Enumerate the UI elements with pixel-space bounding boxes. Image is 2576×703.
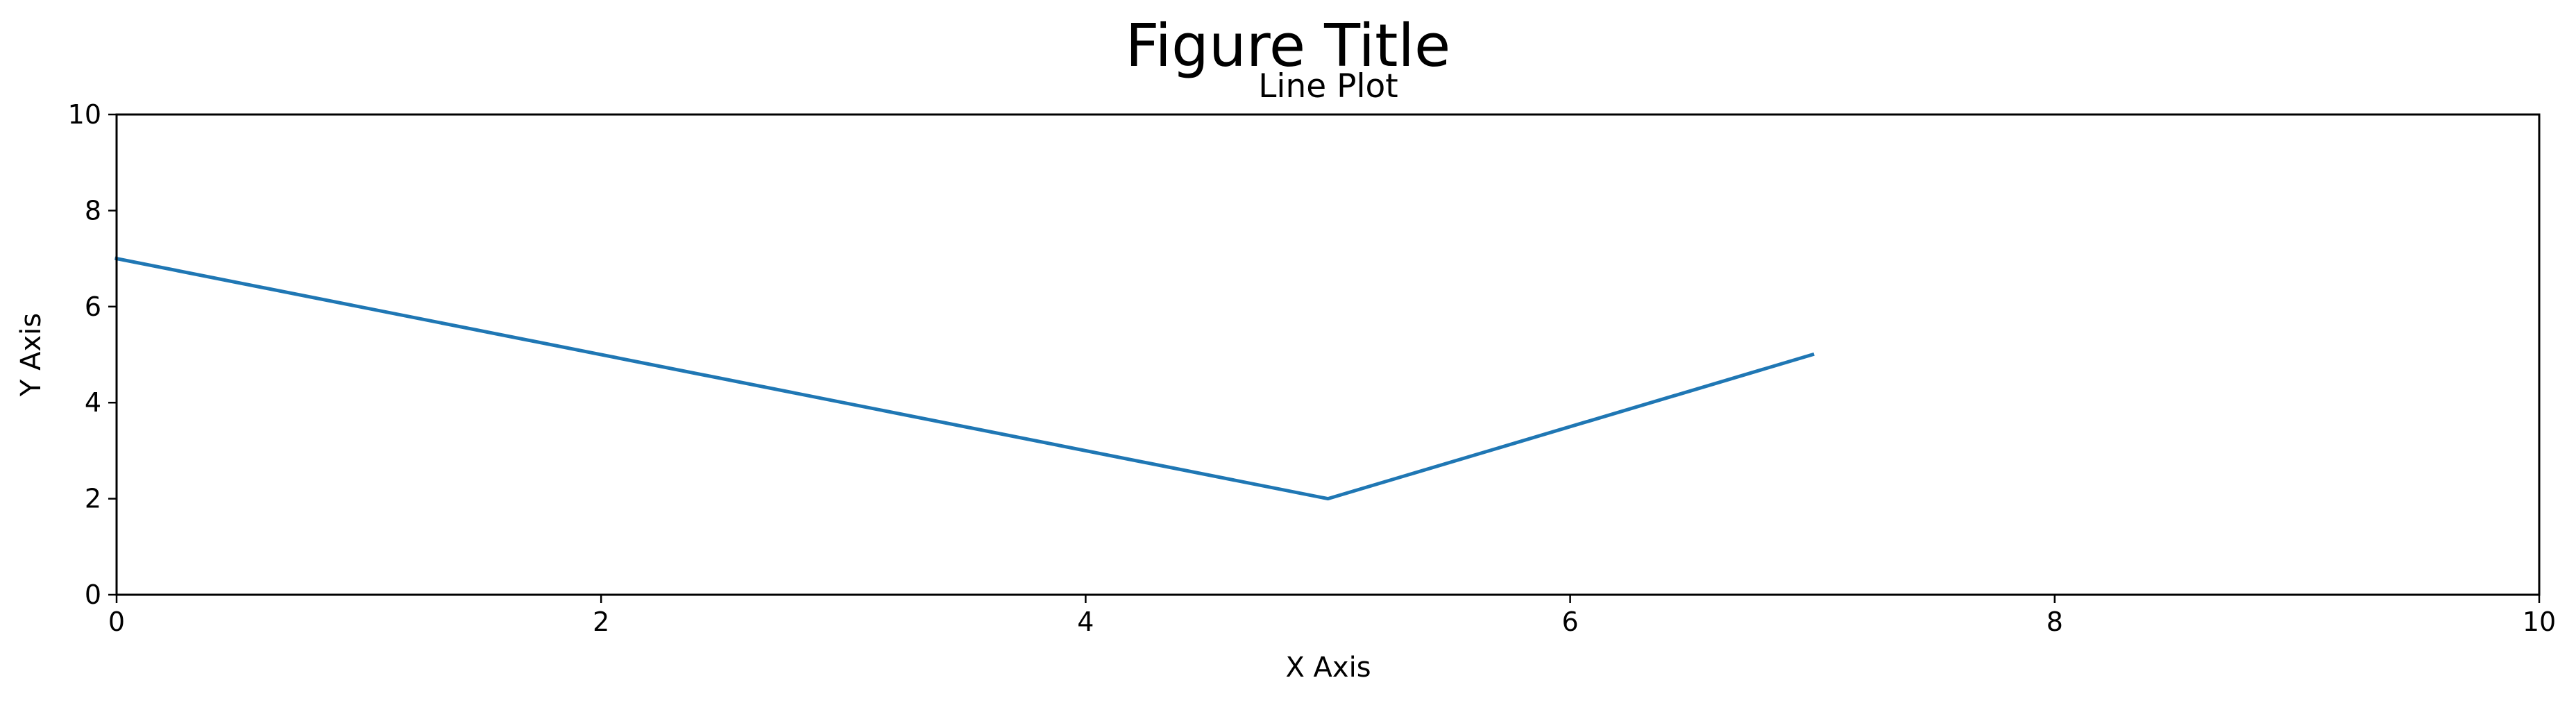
plot-background	[117, 115, 2539, 595]
plot-title: Line Plot	[1258, 67, 1398, 105]
y-tick-label: 2	[85, 484, 101, 514]
x-tick-label: 8	[2047, 607, 2063, 637]
y-axis-label: Y Axis	[15, 313, 47, 397]
y-tick-label: 6	[85, 291, 101, 322]
y-axis-ticks: 0 2 4 6 8 10	[68, 99, 117, 610]
y-tick-label: 0	[85, 579, 101, 610]
x-tick-label: 10	[2523, 607, 2556, 637]
y-tick-label: 8	[85, 195, 101, 226]
x-tick-label: 4	[1077, 607, 1094, 637]
series-layer	[115, 256, 1815, 501]
y-tick-label: 4	[85, 387, 101, 418]
figure-title: Figure Title	[1126, 12, 1451, 81]
plot-area	[115, 113, 2541, 596]
y-tick-label: 10	[68, 99, 101, 130]
axes-frame	[115, 113, 2541, 596]
x-tick-label: 0	[108, 607, 125, 637]
series-line-line	[115, 256, 1815, 501]
x-axis-label: X Axis	[1285, 652, 1371, 684]
x-tick-label: 2	[593, 607, 609, 637]
x-tick-label: 6	[1562, 607, 1579, 637]
x-axis-ticks: 0 2 4 6 8 10	[108, 595, 2556, 637]
